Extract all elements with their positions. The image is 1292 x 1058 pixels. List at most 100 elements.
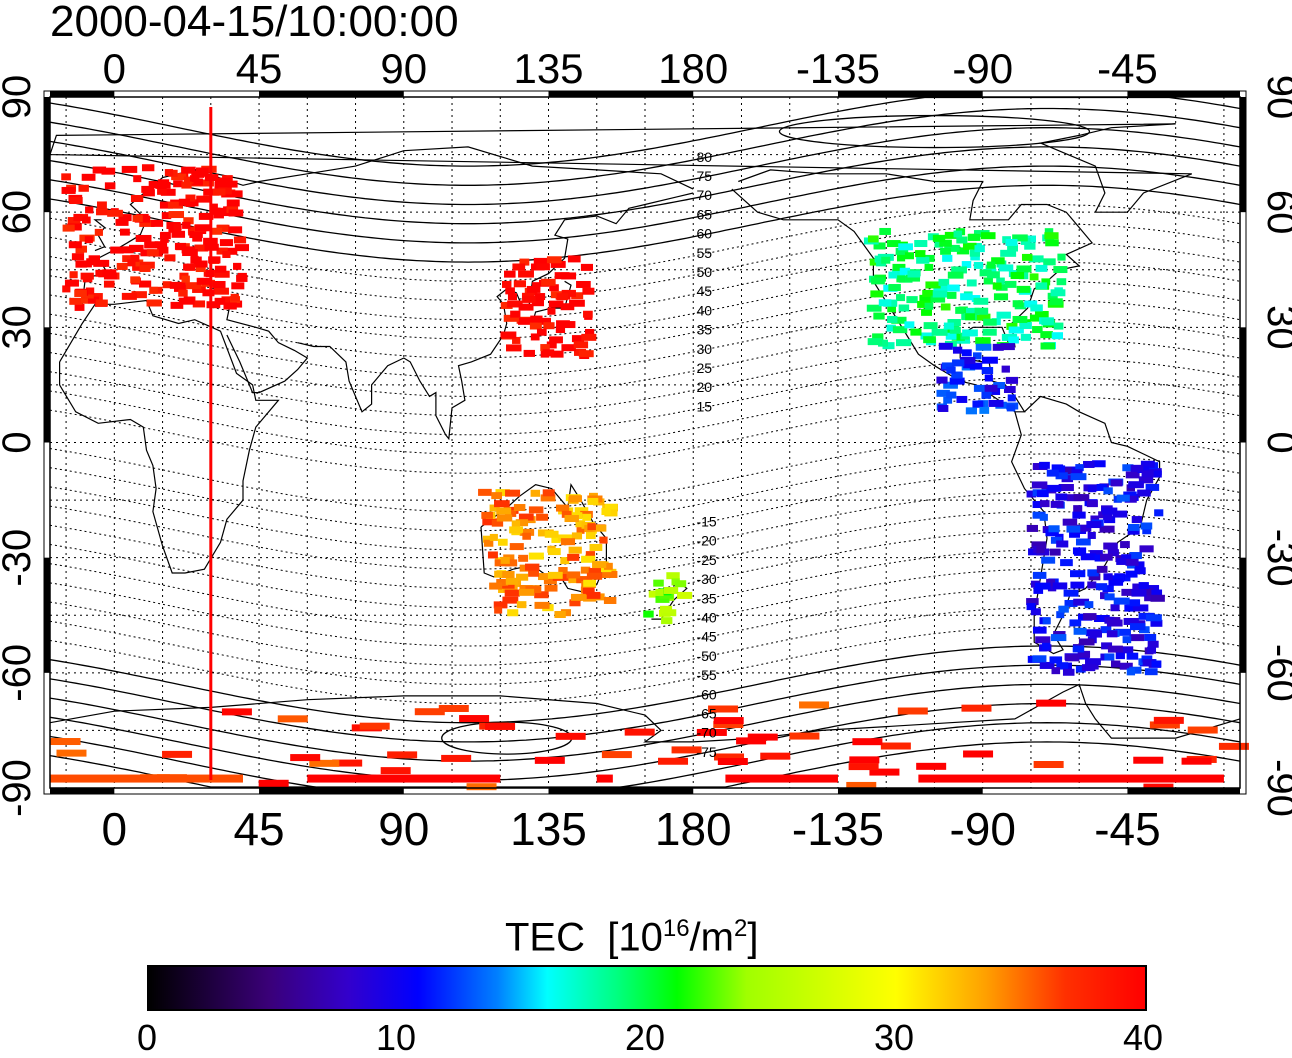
tec-cell [151, 219, 164, 227]
tec-cell [571, 335, 585, 343]
tec-cell [986, 261, 996, 269]
tec-cell [848, 763, 879, 771]
tec-cell [556, 320, 570, 328]
tec-cell [910, 328, 922, 336]
tec-cell [217, 224, 229, 232]
tec-cell [933, 284, 949, 292]
lon-tick-label-bottom: 45 [233, 803, 284, 855]
colorbar-tick: 0 [136, 1017, 158, 1058]
tec-cell [102, 269, 117, 277]
tec-cell [596, 774, 613, 783]
tec-cell [192, 300, 206, 308]
tec-cell [873, 312, 885, 320]
tec-cell [505, 577, 519, 585]
tec-cell [578, 350, 594, 358]
tec-cell [1129, 552, 1142, 560]
tec-cell [898, 275, 913, 283]
tec-cell [536, 328, 547, 336]
tec-cell [568, 495, 582, 503]
lat-tick-label-right: -60 [1259, 644, 1292, 702]
tec-cell [974, 307, 989, 315]
tec-cell [1101, 507, 1118, 515]
tec-cell [677, 591, 693, 599]
lat-tick-label-right: 30 [1259, 305, 1292, 350]
tec-cell [1129, 634, 1145, 642]
tec-cell [1218, 742, 1249, 750]
tec-cell [571, 532, 583, 540]
tec-cell [558, 534, 574, 542]
tec-cell [526, 285, 541, 293]
tec-cell [882, 342, 895, 350]
tec-cell [1073, 627, 1087, 635]
tec-cell [946, 391, 957, 399]
lat-tick-label-left: 0 [0, 431, 39, 453]
lat-tick-label-right: 60 [1259, 190, 1292, 235]
tec-cell [1086, 521, 1102, 529]
tec-cell [482, 535, 493, 543]
tec-cell [1073, 598, 1090, 606]
lat-tick-label-left: -60 [0, 644, 39, 702]
tec-cell [998, 264, 1014, 272]
tec-cell [940, 247, 951, 255]
tec-cell [915, 250, 926, 258]
lon-tick-label-bottom: -90 [949, 803, 1015, 855]
tec-cell [1069, 619, 1082, 627]
tec-cell [1026, 598, 1039, 606]
tec-cell [1187, 726, 1218, 734]
tec-cell [62, 224, 75, 232]
tec-cell [963, 750, 994, 758]
tec-cell [1126, 668, 1136, 676]
tec-cell [887, 315, 898, 323]
tec-cell [1141, 655, 1153, 663]
tec-cell [1053, 465, 1066, 473]
tec-cell [194, 244, 209, 252]
tec-cell [189, 175, 200, 183]
tec-cell [209, 203, 218, 211]
tec-cell [504, 589, 520, 597]
tec-cell [1151, 589, 1163, 597]
tec-cell [1032, 626, 1047, 634]
contour-label: 25 [696, 360, 712, 376]
tec-cell [1057, 253, 1066, 261]
tec-cell [904, 321, 915, 329]
tec-cell [574, 507, 589, 515]
tec-cell [307, 774, 501, 783]
tec-cell [529, 322, 542, 330]
tec-cell [1041, 556, 1056, 564]
tec-cell [1138, 476, 1154, 484]
tec-cell [1089, 550, 1103, 558]
tec-cell [870, 290, 884, 298]
lon-tick-label-bottom: 135 [510, 803, 587, 855]
tec-cell [962, 242, 977, 250]
tec-cell [871, 277, 885, 285]
tec-cell [501, 280, 512, 288]
tec-cell [1134, 567, 1146, 575]
tec-cell [510, 310, 521, 318]
tec-cell [1045, 239, 1059, 247]
tec-cell [966, 279, 977, 287]
tec-cell [1042, 642, 1051, 650]
tec-cell [1142, 527, 1152, 535]
tec-cell [575, 520, 586, 528]
tec-cell [132, 214, 143, 222]
tec-cell [941, 362, 955, 370]
tec-cell [494, 606, 503, 614]
tec-cell [923, 336, 936, 344]
tec-cell [1080, 553, 1097, 561]
tec-cell [534, 601, 550, 609]
tec-cell [975, 337, 991, 345]
tec-cell [916, 762, 947, 770]
tec-cell [115, 218, 129, 226]
tec-cell [534, 591, 549, 599]
tec-cell [550, 350, 564, 358]
tec-cell [1050, 500, 1064, 508]
tec-cell [567, 255, 581, 263]
tec-cell [518, 303, 534, 311]
tec-cell [1026, 603, 1036, 611]
tec-cell [930, 295, 946, 303]
tec-cell [387, 751, 418, 759]
tec-cell [943, 396, 953, 404]
frame-bar-bottom [837, 788, 983, 794]
contour-label: -70 [696, 725, 716, 741]
tec-cell [555, 732, 586, 740]
